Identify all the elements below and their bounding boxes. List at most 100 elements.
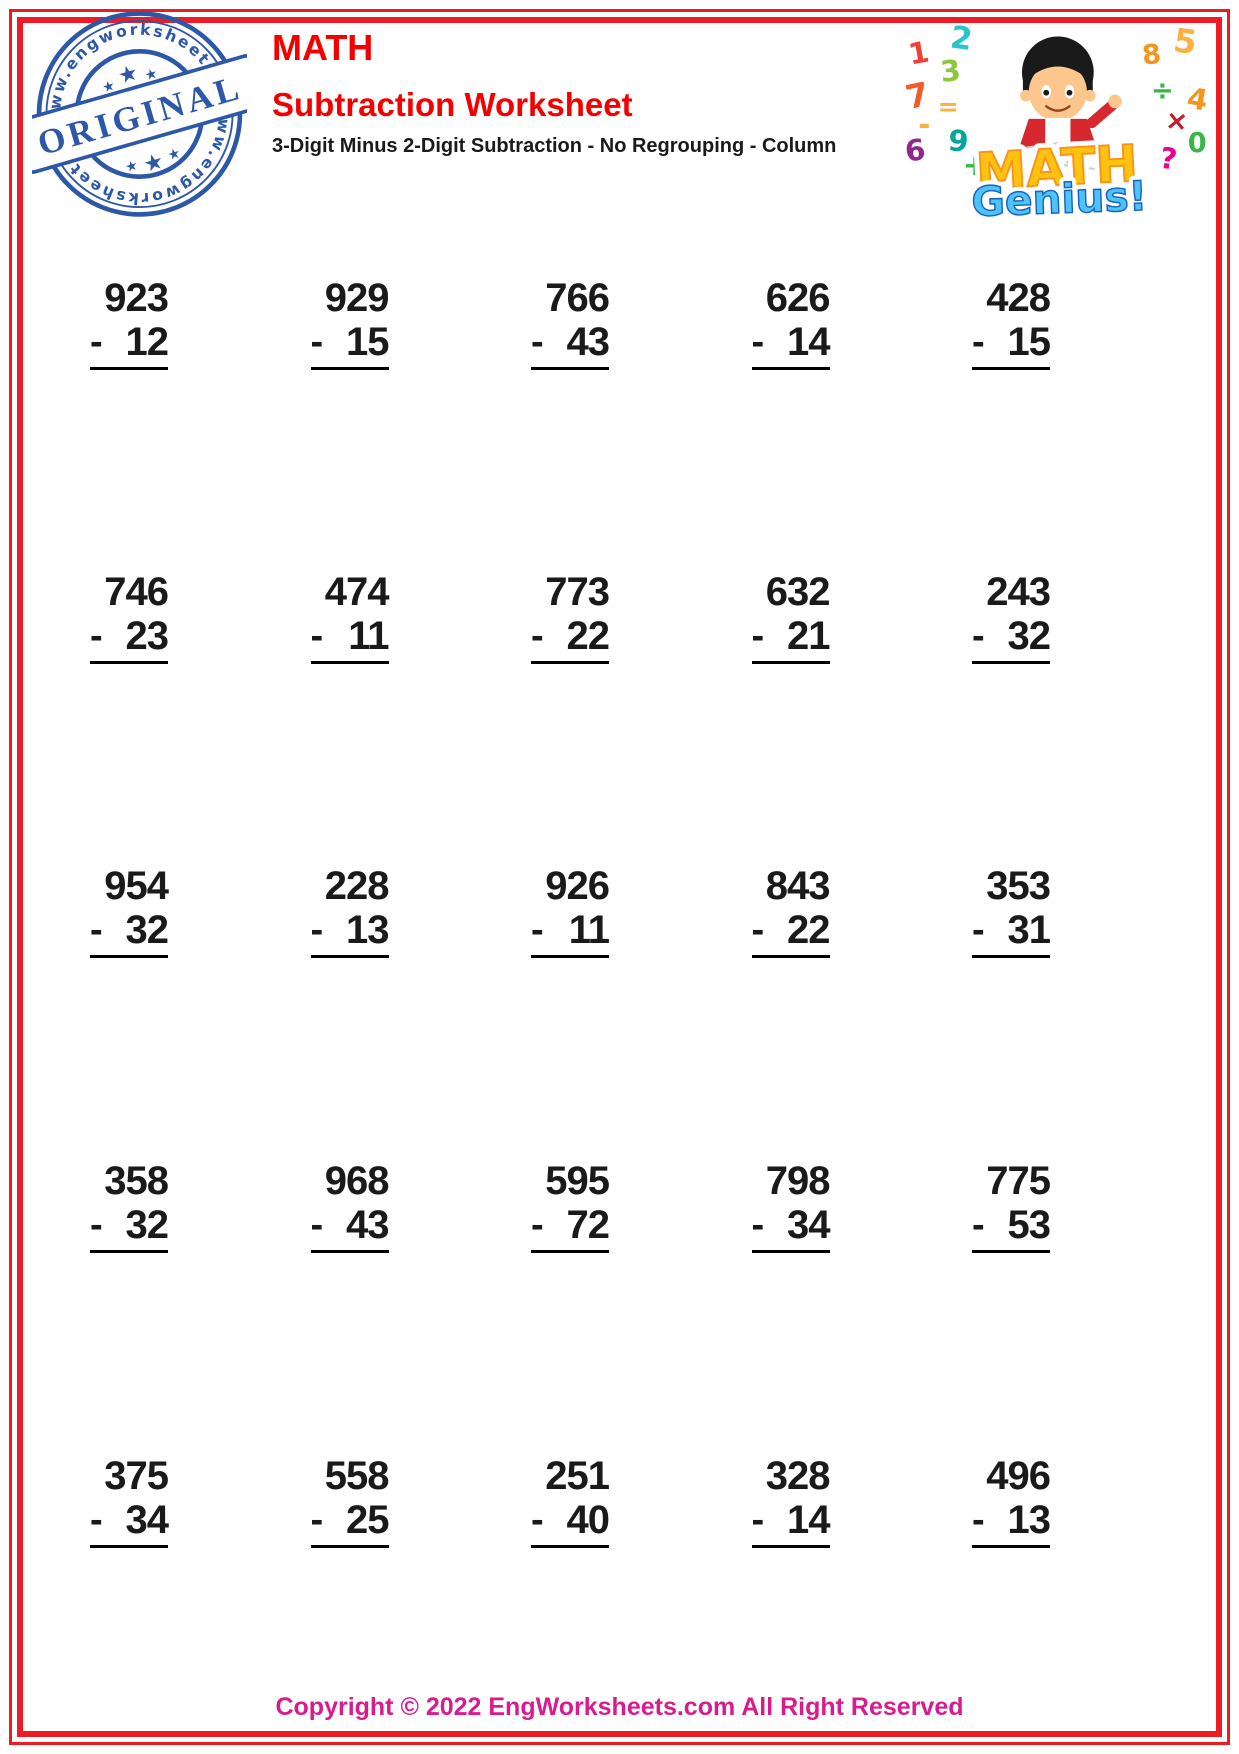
subtrahend: 12 <box>125 320 169 364</box>
star-icon: ★ <box>166 145 182 164</box>
subtraction-problem: 496 - 13 <box>972 1454 1051 1548</box>
minuend: 558 <box>324 1454 390 1498</box>
svg-text:5: 5 <box>1171 20 1199 62</box>
minuend: 496 <box>986 1454 1051 1498</box>
subtraction-problem: 929 - 15 <box>310 276 390 370</box>
subtraction-problem: 358 - 32 <box>90 1159 169 1253</box>
subtrahend-line: - 34 <box>90 1498 169 1548</box>
minuend: 773 <box>545 570 610 614</box>
minuend: 775 <box>986 1159 1051 1203</box>
minuend: 926 <box>545 864 610 908</box>
minuend: 358 <box>104 1159 169 1203</box>
subtrahend-line: - 12 <box>90 320 169 370</box>
minuend: 251 <box>545 1454 610 1498</box>
subtrahend-line: - 40 <box>531 1498 610 1548</box>
scattered-numbers: 1 2 3 7 = - 6 9 + 5 8 ÷ 4 × 0 ? <box>902 19 1210 182</box>
subtrahend: 15 <box>346 320 389 364</box>
subtrahend-line: - 13 <box>972 1498 1051 1548</box>
subtrahend: 22 <box>787 908 830 952</box>
subtraction-problem: 626 - 14 <box>751 276 831 370</box>
svg-text:=: = <box>938 92 959 121</box>
subtraction-problem: 328 - 14 <box>751 1454 831 1548</box>
star-icon: ★ <box>123 157 139 176</box>
subtrahend: 32 <box>125 908 169 952</box>
problem-row: 358 - 32 968 - 43 595 - 72 798 - 34 775 … <box>90 1159 1051 1253</box>
minus-sign: - <box>310 1499 324 1541</box>
minus-sign: - <box>310 909 324 951</box>
subtraction-problem: 228 - 13 <box>310 864 390 958</box>
minus-sign: - <box>531 321 544 363</box>
minus-sign: - <box>751 1499 765 1541</box>
subtrahend: 72 <box>566 1203 610 1247</box>
subtrahend: 13 <box>1007 1498 1051 1542</box>
subtrahend-line: - 14 <box>751 1498 830 1548</box>
subtrahend: 14 <box>787 320 830 364</box>
minus-sign: - <box>972 615 985 657</box>
cartoon-boy <box>1008 36 1122 172</box>
subtrahend: 53 <box>1007 1203 1051 1247</box>
minus-sign: - <box>90 1204 103 1246</box>
subtraction-problem: 375 - 34 <box>90 1454 169 1548</box>
minus-sign: - <box>310 321 324 363</box>
minuend: 968 <box>324 1159 390 1203</box>
worksheet-description: 3-Digit Minus 2-Digit Subtraction - No R… <box>272 135 837 157</box>
minuend: 632 <box>765 570 831 614</box>
subtrahend-line: - 13 <box>310 908 389 958</box>
svg-text:-: - <box>918 107 930 141</box>
minus-sign: - <box>90 909 103 951</box>
minus-sign: - <box>972 1204 985 1246</box>
minuend: 243 <box>986 570 1051 614</box>
subtrahend: 43 <box>346 1203 389 1247</box>
svg-text:9: 9 <box>947 123 971 159</box>
subtrahend: 25 <box>346 1498 389 1542</box>
svg-text:6: 6 <box>903 132 928 168</box>
subtraction-problem: 923 - 12 <box>90 276 169 370</box>
minuend: 798 <box>765 1159 831 1203</box>
minus-sign: - <box>751 615 765 657</box>
minus-sign: - <box>531 909 544 951</box>
subtraction-problem: 843 - 22 <box>751 864 831 958</box>
subtrahend: 14 <box>787 1498 830 1542</box>
subtraction-problem: 746 - 23 <box>90 570 169 664</box>
svg-text:+: + <box>963 148 987 182</box>
svg-text:?: ? <box>1158 141 1179 177</box>
star-icon: ★ <box>140 148 166 178</box>
math-genius-logo: 1 2 3 7 = - 6 9 + 5 8 ÷ 4 × 0 ? <box>902 19 1210 218</box>
page-title: MATH <box>272 27 374 68</box>
minuend: 328 <box>765 1454 831 1498</box>
subtraction-problem: 474 - 11 <box>310 570 390 664</box>
subtraction-problem: 595 - 72 <box>531 1159 610 1253</box>
subtrahend-line: - 11 <box>310 614 390 664</box>
svg-text:÷: ÷ <box>1151 76 1174 107</box>
star-icon: ★ <box>143 65 159 84</box>
subtraction-problem: 954 - 32 <box>90 864 169 958</box>
svg-text:3: 3 <box>939 53 963 89</box>
svg-text:Genius!: Genius! <box>971 172 1148 218</box>
svg-text:MATH: MATH <box>975 134 1140 201</box>
subtrahend-line: - 15 <box>310 320 389 370</box>
subtrahend-line: - 22 <box>531 614 610 664</box>
minuend: 923 <box>104 276 169 320</box>
minuend: 766 <box>545 276 610 320</box>
subtraction-problem: 968 - 43 <box>310 1159 390 1253</box>
subtraction-problem: 773 - 22 <box>531 570 610 664</box>
subtraction-problem: 632 - 21 <box>751 570 831 664</box>
svg-text:×: × <box>1164 105 1190 138</box>
svg-text:MATH: MATH <box>975 134 1140 201</box>
problem-row: 954 - 32 228 - 13 926 - 11 843 - 22 353 … <box>90 864 1051 958</box>
subtraction-problem: 428 - 15 <box>972 276 1051 370</box>
subtrahend-line: - 72 <box>531 1203 610 1253</box>
minuend: 375 <box>104 1454 169 1498</box>
subtrahend: 22 <box>566 614 610 658</box>
subtrahend-line: - 32 <box>90 1203 169 1253</box>
minuend: 428 <box>986 276 1051 320</box>
minuend: 746 <box>104 570 169 614</box>
minuend: 474 <box>324 570 390 614</box>
subtraction-problem: 766 - 43 <box>531 276 610 370</box>
minuend: 954 <box>104 864 169 908</box>
minus-sign: - <box>90 615 103 657</box>
minus-sign: - <box>90 321 103 363</box>
svg-text:0: 0 <box>1188 128 1207 159</box>
subtrahend-line: - 34 <box>751 1203 830 1253</box>
